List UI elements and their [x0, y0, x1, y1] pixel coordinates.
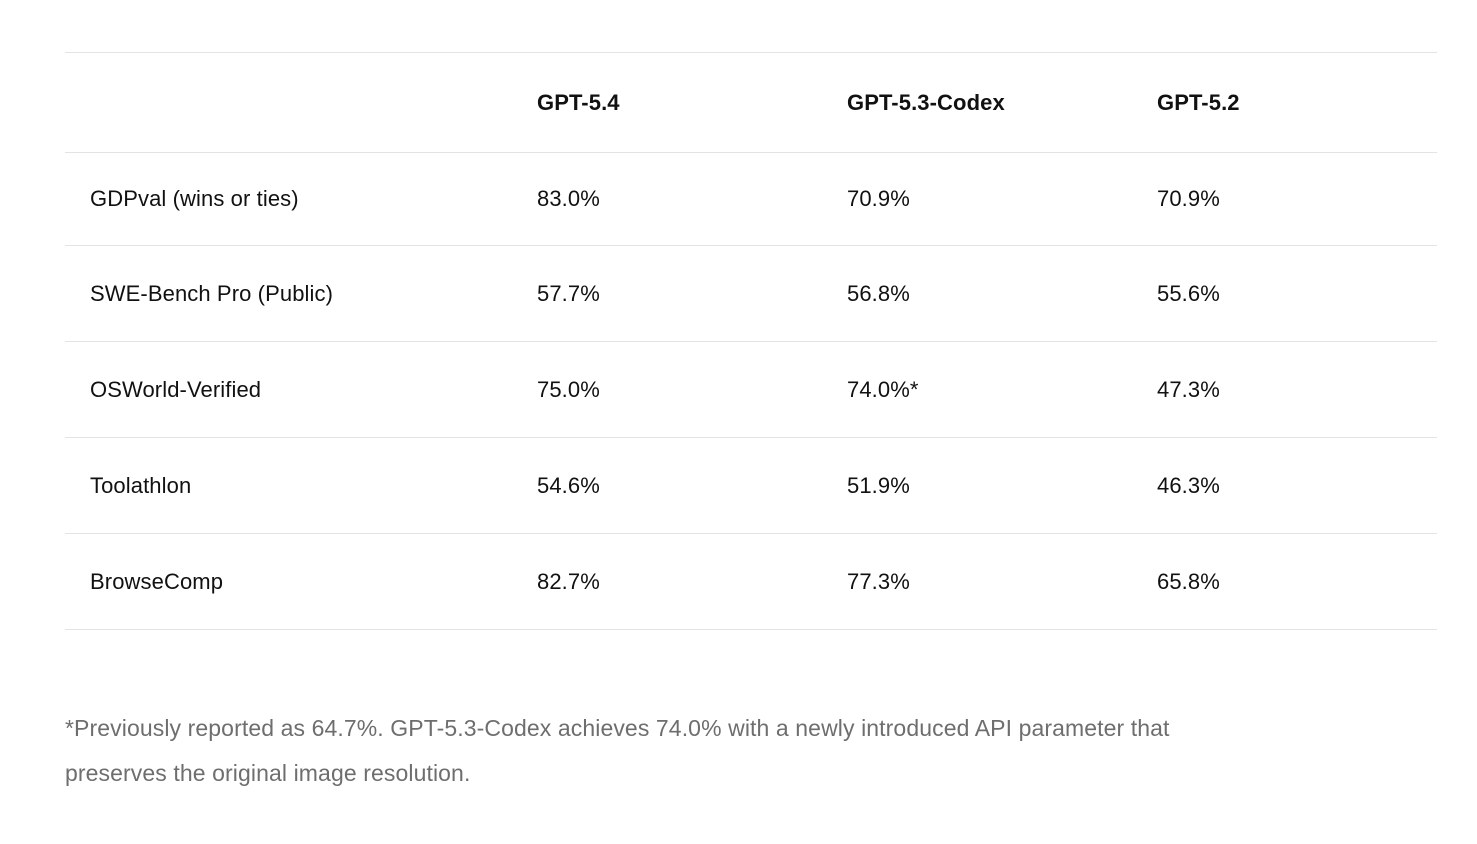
cell-value: 56.8% — [847, 280, 910, 306]
cell-value: 83.0% — [537, 186, 600, 211]
cell-value: 65.8% — [1157, 568, 1220, 594]
table-row-browsecomp: BrowseComp 82.7% 77.3% 65.8% — [65, 534, 1437, 630]
table-row-gdpval: GDPval (wins or ties) 83.0% 70.9% 70.9% — [65, 153, 1437, 246]
cell-value: 70.9% — [1157, 186, 1220, 211]
cell-value: 70.9% — [847, 186, 910, 211]
cell-value: 82.7% — [537, 568, 600, 594]
cell-value: 74.0%* — [847, 376, 919, 402]
cell-value: 77.3% — [847, 568, 910, 594]
row-label: BrowseComp — [90, 568, 224, 594]
benchmark-table: GPT-5.4 GPT-5.3-Codex GPT-5.2 GDPval (wi… — [65, 52, 1437, 630]
footnote: *Previously reported as 64.7%. GPT-5.3-C… — [65, 706, 1437, 796]
cell-value: 46.3% — [1157, 472, 1220, 498]
column-header-gpt-5-3-codex: GPT-5.3-Codex — [847, 89, 1005, 115]
column-header-gpt-5-4: GPT-5.4 — [537, 89, 620, 115]
cell-value: 54.6% — [537, 472, 600, 498]
column-header-gpt-5-2: GPT-5.2 — [1157, 89, 1240, 115]
table-header-row: GPT-5.4 GPT-5.3-Codex GPT-5.2 — [65, 53, 1437, 153]
footnote-line-2: preserves the original image resolution. — [65, 760, 471, 786]
table-row-osworld-verified: OSWorld-Verified 75.0% 74.0%* 47.3% — [65, 342, 1437, 438]
page-content: GPT-5.4 GPT-5.3-Codex GPT-5.2 GDPval (wi… — [65, 52, 1437, 796]
row-label: GDPval (wins or ties) — [90, 186, 299, 211]
cell-value: 75.0% — [537, 376, 600, 402]
cell-value: 47.3% — [1157, 376, 1220, 402]
row-label: Toolathlon — [90, 472, 192, 498]
footnote-line-1: *Previously reported as 64.7%. GPT-5.3-C… — [65, 715, 1170, 741]
table-row-toolathlon: Toolathlon 54.6% 51.9% 46.3% — [65, 438, 1437, 534]
row-label: SWE-Bench Pro (Public) — [90, 280, 334, 306]
cell-value: 57.7% — [537, 280, 600, 306]
table-row-swe-bench-pro: SWE-Bench Pro (Public) 57.7% 56.8% 55.6% — [65, 246, 1437, 342]
cell-value: 51.9% — [847, 472, 910, 498]
row-label: OSWorld-Verified — [90, 376, 262, 402]
cell-value: 55.6% — [1157, 280, 1220, 306]
